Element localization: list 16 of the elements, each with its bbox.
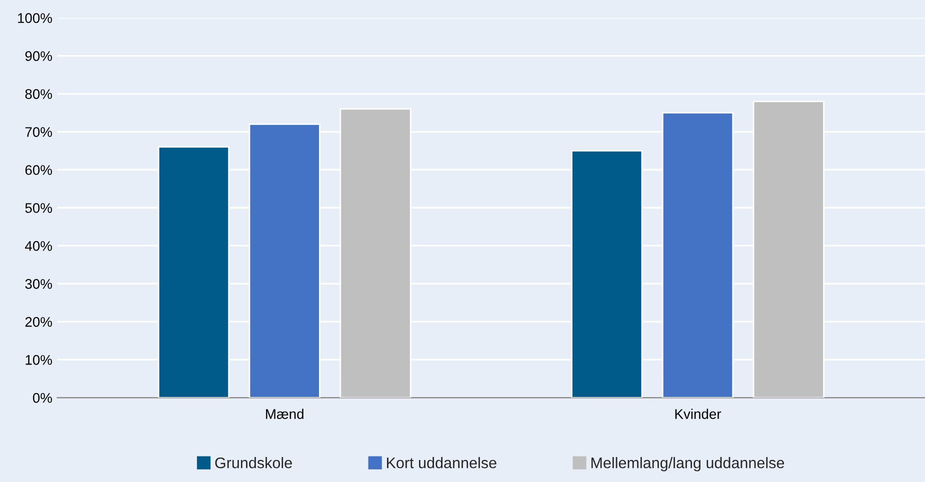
legend-label: Grundskole [215, 457, 292, 468]
legend-label: Kort uddannelse [387, 457, 496, 468]
y-tick-label: 50% [25, 203, 52, 213]
x-tick-label: Kvinder [675, 408, 722, 419]
y-tick-label: 100% [18, 13, 52, 24]
y-tick-label: 80% [25, 89, 52, 99]
y-tick-label: 10% [26, 355, 52, 365]
y-tick-label: 0% [32, 392, 52, 403]
y-tick-label: 20% [25, 317, 52, 327]
y-tick-label: 40% [25, 241, 52, 251]
y-tick-label: 70% [25, 127, 52, 137]
x-tick-label: Mænd [266, 408, 304, 419]
y-tick-label: 60% [25, 165, 52, 175]
y-tick-label: 30% [25, 279, 52, 289]
legend-label: Mellemlang/lang uddannelse [591, 457, 784, 472]
y-tick-label: 90% [25, 51, 52, 61]
